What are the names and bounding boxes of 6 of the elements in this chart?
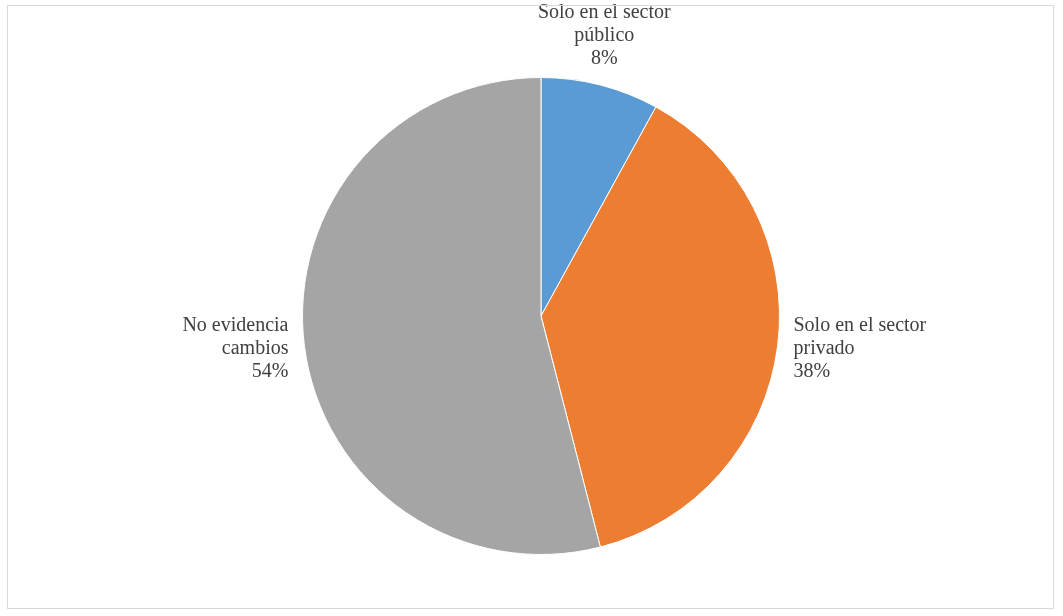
slice-label: No evidencia cambios: [182, 312, 289, 358]
slice-label: Solo en el sector privado: [793, 312, 927, 359]
data-label: 54%: [251, 358, 289, 381]
data-label: 8%: [590, 45, 618, 68]
data-label: 38%: [793, 358, 831, 381]
slice-label: Solo en el sector público: [537, 0, 671, 46]
